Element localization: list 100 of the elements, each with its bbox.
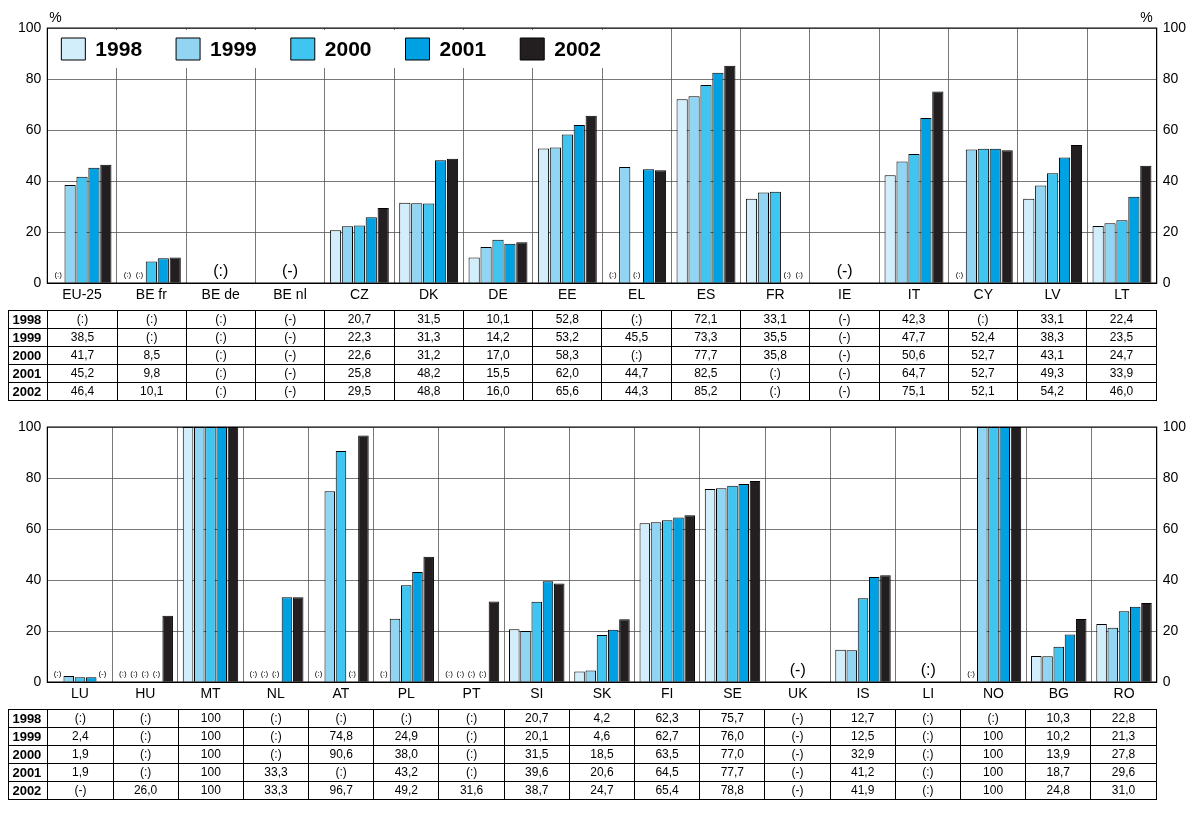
data-label: 10,3 xyxy=(1025,709,1091,728)
y-tick-label: 60 xyxy=(25,519,42,536)
data-label: 31,0 xyxy=(1090,781,1157,800)
data-label: 100 xyxy=(178,781,244,800)
data-label: 33,3 xyxy=(243,763,309,782)
data-label: 62,7 xyxy=(634,727,700,746)
x-tick-label: IT xyxy=(907,286,921,303)
x-tick-label: MT xyxy=(200,685,222,702)
y2-tick-label: 60 xyxy=(1162,519,1179,536)
text: (:) xyxy=(465,711,478,725)
y2-tick-label: 0 xyxy=(1162,673,1171,690)
data-label: 52,1 xyxy=(948,382,1018,401)
text: (:) xyxy=(465,765,478,779)
y-axis-title: % xyxy=(49,8,62,25)
y2-tick-label: 0 xyxy=(1162,274,1171,291)
data-label: 24,7 xyxy=(1086,346,1157,365)
data-label: 47,7 xyxy=(879,328,949,347)
data-label: 43,1 xyxy=(1017,346,1087,365)
y-tick-label: 100 xyxy=(18,417,42,434)
data-label: 52,7 xyxy=(948,364,1018,383)
data-label: 35,8 xyxy=(740,346,810,365)
x-tick-label: EU-25 xyxy=(62,286,103,303)
text: (:) xyxy=(445,669,453,679)
data-label: 64,7 xyxy=(879,364,949,383)
x-tick-label: SK xyxy=(592,685,612,702)
data-label: 46,4 xyxy=(47,382,118,401)
data-label: 41,9 xyxy=(830,781,896,800)
x-tick-label: BE nl xyxy=(273,286,307,303)
data-label: 38,3 xyxy=(1017,328,1087,347)
text: (:) xyxy=(467,669,476,679)
data-label: 8,5 xyxy=(117,346,187,365)
text: 2001 xyxy=(12,366,42,381)
data-label: 38,0 xyxy=(373,745,439,764)
data-label: 48,8 xyxy=(394,382,464,401)
data-label: 25,8 xyxy=(324,364,395,383)
x-tick-label: BE fr xyxy=(135,286,168,303)
x-tick-label: IS xyxy=(856,685,870,702)
y-tick-label: 40 xyxy=(25,570,42,587)
text: (-) xyxy=(789,660,806,678)
x-tick-label: EL xyxy=(628,286,646,303)
data-label: 48,2 xyxy=(394,364,464,383)
text: (:) xyxy=(54,270,62,280)
y2-tick-label: 40 xyxy=(1162,171,1179,188)
data-label: 20,7 xyxy=(504,709,570,728)
data-label: 52,8 xyxy=(532,310,602,329)
data-label: 22,8 xyxy=(1090,709,1157,728)
x-tick-label: SI xyxy=(530,685,544,702)
x-tick-label: DK xyxy=(418,286,440,303)
text: (-) xyxy=(838,384,851,398)
y2-tick-label: 60 xyxy=(1162,120,1179,137)
x-tick-label: RO xyxy=(1113,685,1135,702)
data-label: 82,5 xyxy=(671,364,741,383)
text: (-) xyxy=(282,261,299,279)
data-label: 42,3 xyxy=(879,310,949,329)
text: (:) xyxy=(630,348,643,362)
text: (:) xyxy=(139,747,152,761)
data-label: 100 xyxy=(960,745,1026,764)
text: (:) xyxy=(769,384,781,398)
text: (-) xyxy=(74,783,87,797)
data-label: 22,3 xyxy=(324,328,395,347)
data-label: 63,5 xyxy=(634,745,700,764)
text: (:) xyxy=(270,729,282,743)
text: (-) xyxy=(791,783,804,797)
data-label: 12,5 xyxy=(830,727,896,746)
text: (:) xyxy=(609,270,617,280)
data-label: 23,5 xyxy=(1086,328,1157,347)
data-label: 38,7 xyxy=(504,781,570,800)
data-label: 45,2 xyxy=(47,364,118,383)
x-tick-label: FI xyxy=(661,685,674,702)
text: (:) xyxy=(130,669,138,679)
text: (:) xyxy=(465,729,478,743)
text: (:) xyxy=(922,729,934,743)
data-label: 100 xyxy=(960,781,1026,800)
data-label: 78,8 xyxy=(699,781,765,800)
y-tick-label: 0 xyxy=(33,673,42,690)
x-tick-label: AT xyxy=(332,685,350,702)
text: (:) xyxy=(795,270,803,280)
legend-label: 1999 xyxy=(210,36,257,60)
text: (-) xyxy=(791,765,804,779)
x-tick-label: NO xyxy=(983,685,1005,702)
data-label: 33,1 xyxy=(1017,310,1087,329)
data-label: 33,1 xyxy=(740,310,810,329)
text: (-) xyxy=(791,711,804,725)
text: (:) xyxy=(215,384,227,398)
data-label: 62,0 xyxy=(532,364,602,383)
text: (:) xyxy=(76,312,89,326)
text: 2000 xyxy=(12,747,42,762)
data-label: 9,8 xyxy=(117,364,187,383)
text: (:) xyxy=(135,270,144,280)
data-label: 72,1 xyxy=(671,310,741,329)
x-tick-label: LV xyxy=(1044,286,1062,303)
text: (:) xyxy=(783,270,792,280)
text: (:) xyxy=(215,366,227,380)
text: (-) xyxy=(284,330,297,344)
data-label: 90,6 xyxy=(308,745,374,764)
x-tick-label: PT xyxy=(462,685,481,702)
x-tick-label: HU xyxy=(135,685,156,702)
y-tick-label: 20 xyxy=(25,622,42,639)
data-label: 44,7 xyxy=(601,364,672,383)
y-tick-label: 80 xyxy=(25,69,42,86)
